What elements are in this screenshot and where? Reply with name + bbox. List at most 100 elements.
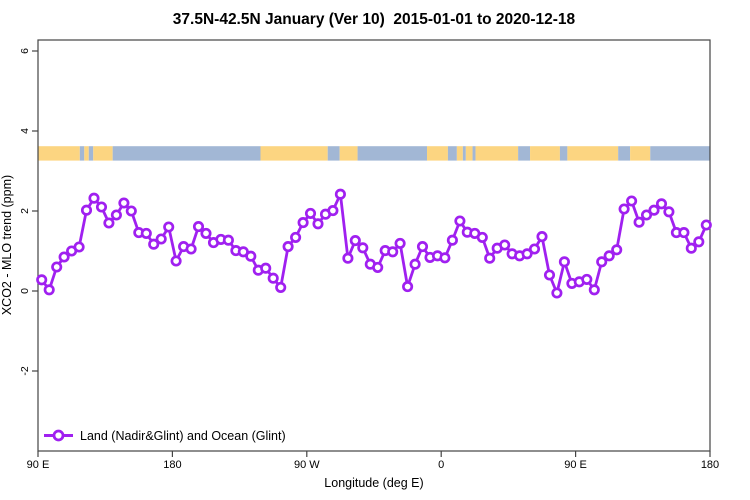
chart-dynamic-layer: 6 4 2 0 -2 90 E 180 90 W 0 90 E 180: [19, 39, 719, 471]
data-point-marker: [521, 248, 533, 260]
data-point-marker: [633, 216, 645, 228]
data-point-marker: [611, 244, 623, 256]
data-point-marker: [103, 217, 115, 229]
data-point-marker: [476, 231, 488, 243]
x-axis-tick-label: 0: [438, 459, 444, 471]
map-band-land-segment: [567, 146, 619, 161]
y-axis-tick-label: 0: [19, 288, 31, 294]
data-point-marker: [342, 252, 354, 264]
data-point-marker: [192, 221, 205, 233]
data-point-marker: [282, 241, 294, 253]
x-axis-tick-label: 90 E: [564, 459, 587, 471]
data-point-marker: [484, 252, 496, 264]
data-point-marker: [387, 246, 399, 258]
data-point-marker: [655, 198, 668, 210]
map-band-land-segment: [339, 146, 358, 161]
plot-box: [37, 39, 711, 452]
map-band-land-segment: [93, 146, 113, 161]
data-point-marker: [110, 209, 122, 221]
data-point-marker: [80, 204, 93, 216]
y-axis-tick-label: 4: [19, 128, 31, 134]
y-axis-tick-label: 6: [19, 48, 31, 54]
data-point-marker: [409, 258, 421, 270]
data-point-marker: [372, 261, 384, 273]
data-point-marker: [222, 234, 234, 246]
data-point-marker: [155, 233, 167, 245]
data-point-marker: [446, 234, 458, 246]
map-band-land-segment: [530, 146, 560, 161]
data-point-marker: [394, 237, 406, 249]
data-point-marker: [558, 256, 570, 268]
data-point-marker: [163, 221, 175, 233]
data-point-marker: [170, 255, 182, 267]
legend-label: Land (Nadir&Glint) and Ocean (Glint): [80, 429, 286, 443]
map-band-land-segment: [630, 146, 651, 161]
y-axis-tick-label: -2: [19, 366, 31, 375]
data-point-marker: [118, 197, 130, 209]
map-band-ocean-segment: [357, 146, 428, 161]
data-point-marker: [454, 215, 466, 227]
data-point-marker: [304, 207, 317, 219]
map-band-land-segment: [84, 146, 89, 161]
map-band-ocean-segment: [79, 146, 85, 161]
x-axis-title: Longitude (deg E): [324, 476, 423, 490]
data-point-marker: [357, 242, 369, 254]
data-point-marker: [36, 274, 48, 286]
map-band-ocean-segment: [112, 146, 261, 161]
data-point-marker: [402, 281, 414, 293]
data-point-marker: [700, 219, 712, 231]
data-point-marker: [416, 241, 429, 253]
map-band-land-segment: [475, 146, 519, 161]
data-point-marker: [581, 273, 593, 285]
data-point-marker: [73, 241, 85, 253]
data-point-marker: [596, 256, 608, 268]
legend-marker-symbol: [52, 429, 65, 442]
trend-line: [40, 192, 708, 295]
map-band-land-segment: [456, 146, 463, 161]
map-band-ocean-segment: [618, 146, 631, 161]
data-point-marker: [148, 238, 160, 250]
data-point-marker: [685, 242, 697, 254]
data-point-marker: [95, 201, 108, 213]
data-point-marker: [551, 287, 563, 299]
data-point-marker: [297, 217, 309, 229]
data-point-marker: [626, 195, 638, 207]
x-axis-tick-label: 90 E: [27, 459, 50, 471]
y-axis-tick-label: 2: [19, 208, 31, 214]
data-point-marker: [603, 250, 615, 262]
data-point-marker: [499, 239, 511, 251]
data-point-marker: [349, 235, 361, 247]
data-point-marker: [275, 281, 287, 293]
x-axis-tick-label: 180: [701, 459, 719, 471]
map-band-ocean-segment: [518, 146, 531, 161]
data-point-marker: [678, 227, 690, 239]
data-point-marker: [618, 203, 630, 215]
data-point-marker: [588, 284, 600, 296]
map-band-ocean-segment: [327, 146, 340, 161]
data-point-marker: [88, 192, 100, 204]
map-band-ocean-segment: [447, 146, 457, 161]
map-band-land-segment: [38, 146, 80, 161]
map-band-land-segment: [465, 146, 473, 161]
chart-title: 37.5N-42.5N January (Ver 10) 2015-01-01 …: [173, 11, 576, 28]
map-band-ocean-segment: [650, 146, 710, 161]
data-point-marker: [58, 251, 70, 263]
data-point-marker: [51, 261, 63, 273]
x-axis-tick-label: 90 W: [294, 459, 320, 471]
data-point-marker: [648, 204, 660, 216]
map-band-land-segment: [260, 146, 328, 161]
data-point-marker: [260, 262, 272, 274]
data-point-marker: [640, 209, 653, 221]
data-point-marker: [439, 252, 451, 264]
map-band-ocean-segment: [559, 146, 568, 161]
map-band-ocean-segment: [88, 146, 94, 161]
data-point-marker: [528, 243, 541, 255]
y-axis-title: XCO2 - MLO trend (ppm): [0, 175, 14, 315]
data-point-marker: [327, 205, 339, 217]
map-band-ocean-segment: [472, 146, 476, 161]
data-point-marker: [267, 272, 279, 284]
data-point-marker: [543, 269, 556, 281]
data-point-marker: [200, 227, 212, 239]
